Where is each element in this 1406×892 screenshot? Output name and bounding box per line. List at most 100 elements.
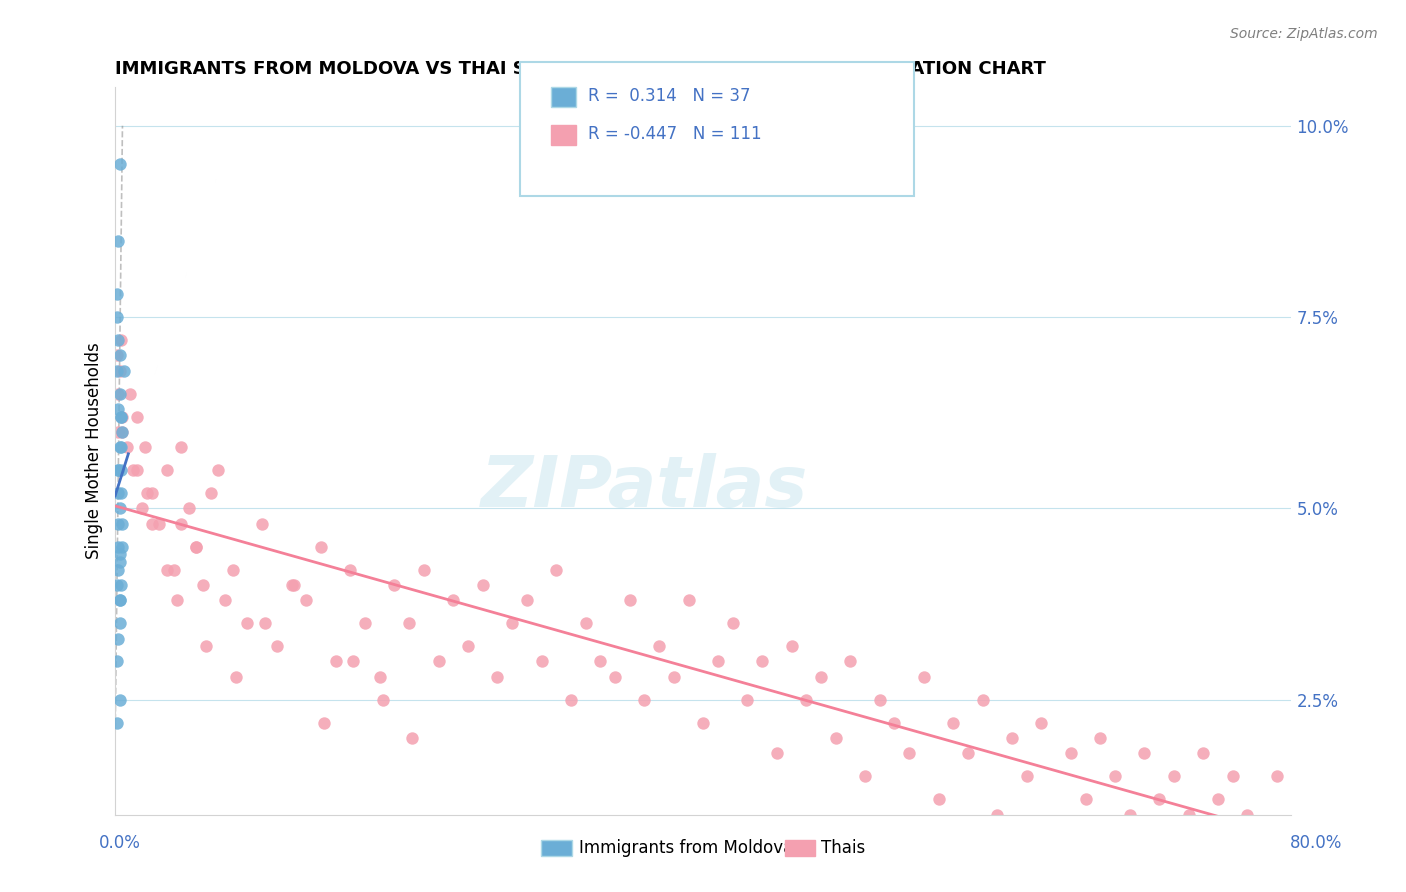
Point <box>108 364 131 378</box>
Point <box>108 593 131 607</box>
Point <box>225 670 247 684</box>
Point <box>707 655 730 669</box>
Point <box>824 731 846 745</box>
Point <box>928 792 950 806</box>
Point <box>633 692 655 706</box>
Point <box>141 486 163 500</box>
Point <box>108 157 131 171</box>
Point <box>141 516 163 531</box>
Point <box>412 563 434 577</box>
Point <box>170 440 193 454</box>
Point <box>184 540 207 554</box>
Point <box>111 516 134 531</box>
Point <box>111 409 134 424</box>
Point <box>121 463 143 477</box>
Point <box>765 747 787 761</box>
Y-axis label: Single Mother Households: Single Mother Households <box>86 343 103 559</box>
Point <box>546 563 568 577</box>
Point <box>912 670 935 684</box>
Point <box>309 540 332 554</box>
Point <box>105 348 128 362</box>
Text: R =  0.314   N = 37: R = 0.314 N = 37 <box>588 87 751 105</box>
Point <box>678 593 700 607</box>
Point <box>1222 769 1244 783</box>
Point <box>105 364 128 378</box>
Point <box>107 463 129 477</box>
Point <box>471 578 494 592</box>
Point <box>105 310 128 324</box>
Point <box>155 463 177 477</box>
Point <box>986 807 1008 822</box>
Point <box>516 593 538 607</box>
Point <box>107 516 129 531</box>
Point <box>869 692 891 706</box>
Text: Immigrants from Moldova: Immigrants from Moldova <box>579 839 793 857</box>
Point <box>110 409 132 424</box>
Point <box>1206 792 1229 806</box>
Point <box>751 655 773 669</box>
Point <box>312 715 335 730</box>
Point <box>810 670 832 684</box>
Point <box>384 578 406 592</box>
Point <box>1118 807 1140 822</box>
Point <box>207 463 229 477</box>
Point <box>105 715 128 730</box>
Point <box>942 715 965 730</box>
Point <box>177 501 200 516</box>
Point <box>166 593 188 607</box>
Point <box>839 655 862 669</box>
Point <box>110 578 132 592</box>
Point <box>1133 747 1156 761</box>
Point <box>737 692 759 706</box>
Point <box>1060 747 1083 761</box>
Text: IMMIGRANTS FROM MOLDOVA VS THAI SINGLE MOTHER HOUSEHOLDS CORRELATION CHART: IMMIGRANTS FROM MOLDOVA VS THAI SINGLE M… <box>115 60 1046 78</box>
Text: 80.0%: 80.0% <box>1291 834 1343 852</box>
Point <box>354 616 377 631</box>
Point <box>127 463 149 477</box>
Point <box>283 578 305 592</box>
Point <box>108 348 131 362</box>
Point <box>457 639 479 653</box>
Point <box>105 578 128 592</box>
Point <box>1001 731 1024 745</box>
Point <box>295 593 318 607</box>
Point <box>1163 769 1185 783</box>
Point <box>148 516 170 531</box>
Point <box>1015 769 1038 783</box>
Point <box>662 670 685 684</box>
Point <box>111 425 134 439</box>
Point <box>441 593 464 607</box>
Point <box>575 616 598 631</box>
Point <box>371 692 394 706</box>
Point <box>107 401 129 416</box>
Point <box>1147 792 1170 806</box>
Point <box>127 409 149 424</box>
Point <box>110 440 132 454</box>
Point <box>1236 807 1258 822</box>
Point <box>107 333 129 347</box>
Point <box>1031 715 1053 730</box>
Point <box>134 440 156 454</box>
Point <box>254 616 277 631</box>
Point <box>107 463 129 477</box>
Point <box>111 425 134 439</box>
Text: 0.0%: 0.0% <box>98 834 141 852</box>
Point <box>110 463 132 477</box>
Point <box>603 670 626 684</box>
Point <box>108 692 131 706</box>
Point <box>222 563 245 577</box>
Point <box>648 639 671 653</box>
Point <box>200 486 222 500</box>
Point <box>155 563 177 577</box>
Point <box>1177 807 1199 822</box>
Point <box>195 639 218 653</box>
Point <box>883 715 905 730</box>
Point <box>136 486 159 500</box>
Point <box>107 425 129 439</box>
Point <box>108 501 131 516</box>
Point <box>110 486 132 500</box>
Point <box>280 578 302 592</box>
Point <box>721 616 744 631</box>
Point <box>111 540 134 554</box>
Point <box>105 287 128 301</box>
